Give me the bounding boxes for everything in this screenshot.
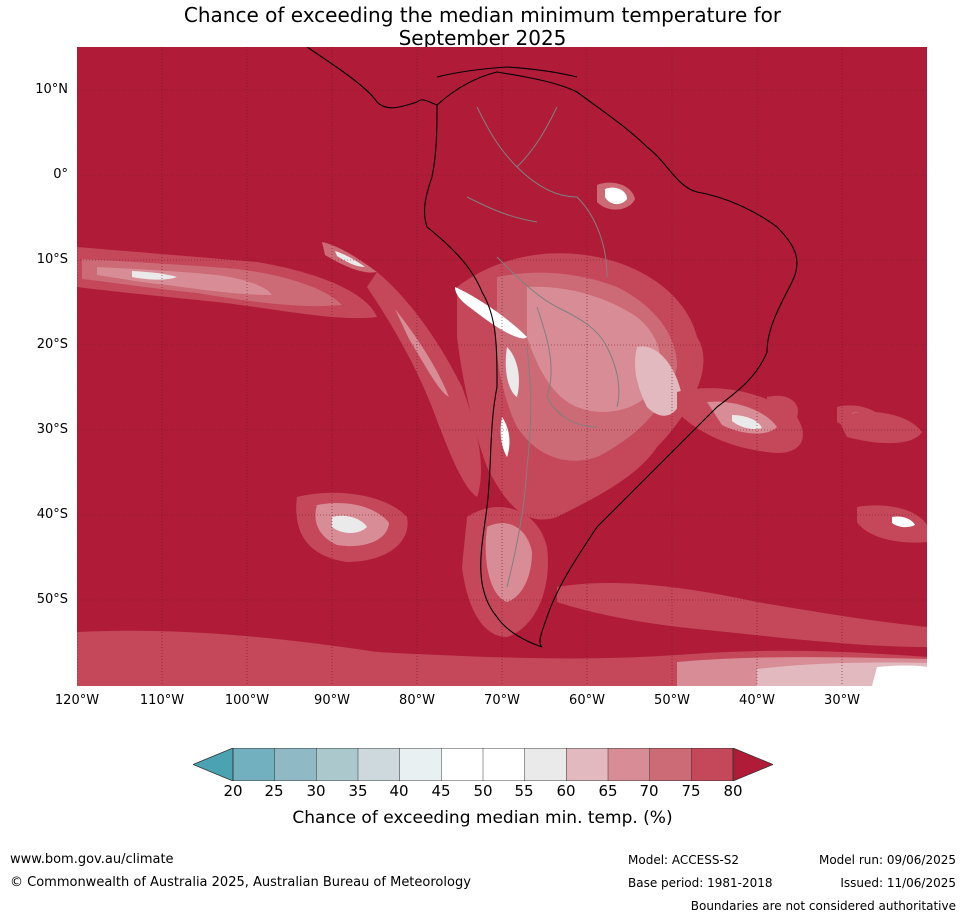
probability-contours (77, 182, 927, 686)
contour-southern-ocean-white (872, 665, 927, 686)
lon-label-30w: 30°W (824, 693, 860, 708)
contour-east-blob-42s (857, 505, 927, 543)
colorbar-frame (232, 748, 734, 781)
lon-label-80w: 80°W (399, 693, 435, 708)
graticule (77, 47, 927, 686)
contour-interior-pink (527, 286, 661, 412)
colorbar-tick-80: 80 (723, 782, 743, 800)
contour-brazil-plume-core (732, 415, 762, 430)
lon-label-70w: 70°W (484, 693, 520, 708)
colorbar-tick-60: 60 (556, 782, 576, 800)
lat-label-30s: 30°S (36, 422, 68, 437)
contour-brazil-pink60 (635, 346, 682, 416)
contour-southern-atlantic (557, 582, 927, 647)
lat-label-10s: 10°S (36, 252, 68, 267)
contour-patagonia-inner (485, 523, 532, 602)
contour-east-blob-42s-core (892, 516, 915, 528)
colorbar-swatch (232, 748, 276, 781)
colorbar-swatch (524, 748, 567, 781)
lon-label-90w: 90°W (314, 693, 350, 708)
colorbar-tick-55: 55 (514, 782, 534, 800)
contour-altiplano-white (505, 347, 519, 397)
coastline-caribbean (436, 66, 578, 78)
probability-map (77, 47, 927, 686)
lat-label-50s: 50°S (36, 592, 68, 607)
colorbar-tick-20: 20 (223, 782, 243, 800)
contour-amazon-spot-core (605, 187, 627, 205)
lon-label-60w: 60°W (569, 693, 605, 708)
lat-label-0: 0° (53, 167, 68, 182)
colorbar-tick-70: 70 (639, 782, 659, 800)
colorbar-swatch (316, 748, 359, 781)
contour-offshore-diagonal (367, 272, 482, 497)
footer-model: Model: ACCESS-S2 (628, 853, 740, 867)
lon-label-40w: 40°W (739, 693, 775, 708)
lon-label-100w: 100°W (224, 693, 270, 708)
contour-spac-blob-core (332, 515, 367, 533)
lat-label-10n: 10°N (35, 82, 68, 97)
footer-model-run: Model run: 09/06/2025 (818, 853, 956, 867)
colorbar-swatch (274, 748, 317, 781)
coastline-south-america (423, 71, 798, 648)
colorbar (193, 748, 773, 781)
colorbar-high-extend (732, 748, 773, 781)
colorbar-tick-45: 45 (431, 782, 451, 800)
colorbar-low-extend (193, 748, 234, 781)
footer-issued: Issued: 11/06/2025 (840, 876, 956, 890)
colorbar-swatch (441, 748, 484, 781)
colorbar-swatch (399, 748, 442, 781)
footer-base-period: Base period: 1981-2018 (628, 876, 773, 890)
contour-pacific-band-core (132, 271, 177, 280)
lon-label-120w: 120°W (54, 693, 100, 708)
colorbar-swatch (566, 748, 609, 781)
coastlines (306, 47, 798, 648)
colorbar-swatch (649, 748, 692, 781)
footer-copyright: © Commonwealth of Australia 2025, Austra… (10, 875, 471, 890)
footer-website: www.bom.gov.au/climate (10, 852, 174, 867)
title-line-1: Chance of exceeding the median minimum t… (183, 3, 782, 27)
colorbar-label: Chance of exceeding median min. temp. (%… (292, 808, 673, 828)
coastline-central-america (306, 47, 438, 109)
lon-label-50w: 50°W (654, 693, 690, 708)
colorbar-swatch (607, 748, 651, 781)
colorbar-tick-25: 25 (264, 782, 284, 800)
footer-disclaimer: Boundaries are not considered authoritat… (690, 899, 956, 913)
contour-atlantic-blob-a (767, 395, 798, 419)
lat-label-40s: 40°S (36, 507, 68, 522)
chart-title: Chance of exceeding the median minimum t… (0, 4, 965, 50)
contour-east-blob-30s (837, 412, 922, 444)
country-borders (466, 106, 620, 588)
colorbar-tick-50: 50 (473, 782, 493, 800)
colorbar-swatch (357, 748, 401, 781)
colorbar-swatch (482, 748, 526, 781)
colorbar-swatches (232, 748, 734, 781)
colorbar-tick-65: 65 (598, 782, 618, 800)
contour-chile-white (500, 417, 510, 457)
lon-label-110w: 110°W (139, 693, 185, 708)
colorbar-tick-35: 35 (348, 782, 368, 800)
title-line-2: September 2025 (398, 26, 567, 50)
lat-label-20s: 20°S (36, 337, 68, 352)
colorbar-tick-40: 40 (389, 782, 409, 800)
contour-offshore-diagonal-inner (395, 309, 449, 397)
colorbar-tick-30: 30 (306, 782, 326, 800)
colorbar-tick-75: 75 (681, 782, 701, 800)
colorbar-swatch (691, 748, 734, 781)
contour-streak-88w-core (335, 251, 365, 267)
